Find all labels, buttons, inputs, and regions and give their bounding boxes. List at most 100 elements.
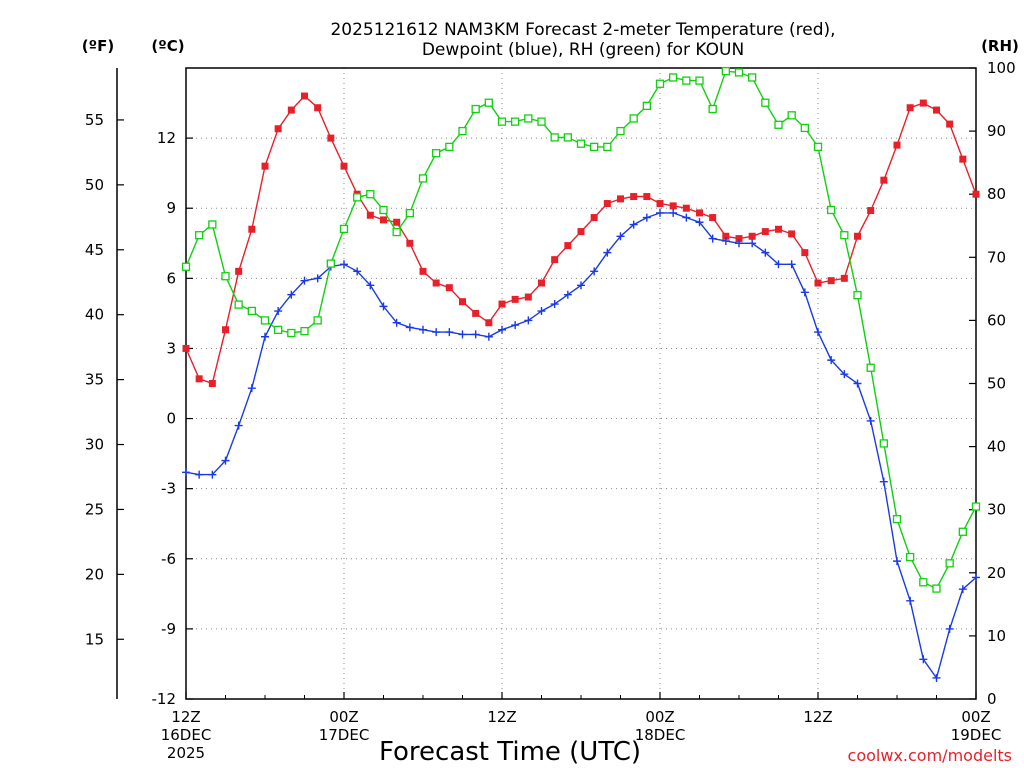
fahrenheit-tick-label: 50: [85, 176, 104, 194]
x-tick-label: 2025: [167, 744, 205, 762]
dewpoint-point: [511, 321, 520, 330]
rh-point: [300, 326, 309, 336]
fahrenheit-tick-label: 45: [85, 241, 104, 259]
dewpoint-point: [182, 468, 190, 477]
dewpoint-point: [603, 248, 612, 257]
temperature-point: [854, 232, 861, 240]
temperature-point: [222, 326, 229, 334]
dewpoint-point: [866, 416, 875, 425]
rh-point: [603, 142, 612, 152]
rh-tick-label: 60: [987, 311, 1006, 329]
rh-point: [195, 231, 204, 240]
rh-point: [642, 101, 651, 111]
temperature-point: [775, 225, 782, 233]
rh-point: [563, 133, 572, 142]
rh-point: [497, 117, 507, 126]
dewpoint-point: [379, 302, 388, 311]
temperature-point: [577, 228, 585, 236]
temperature-point: [972, 190, 980, 198]
credit-text: coolwx.com/modelts: [848, 746, 1012, 765]
temperature-point: [880, 176, 888, 184]
rh-point: [221, 272, 230, 281]
rh-tick-label: 40: [987, 438, 1006, 456]
temperature-point: [906, 104, 914, 112]
dewpoint-point: [906, 596, 915, 605]
temperature-point: [445, 284, 453, 292]
fahrenheit-tick-label: 35: [85, 371, 104, 389]
dewpoint-point: [247, 384, 256, 393]
dewpoint-point: [537, 307, 546, 316]
celsius-tick-label: -6: [161, 550, 176, 568]
celsius-tick-label: 12: [157, 129, 176, 147]
dewpoint-point: [958, 585, 967, 594]
dewpoint-point: [827, 356, 836, 365]
rh-tick-label: 70: [987, 248, 1006, 266]
dewpoint-point: [366, 281, 375, 290]
celsius-unit-label: (ºC): [151, 37, 184, 55]
temperature-point: [919, 99, 927, 107]
dewpoint-point: [787, 260, 796, 269]
temperature-point: [709, 214, 717, 222]
rh-point: [945, 559, 954, 568]
dewpoint-point: [300, 276, 309, 285]
rh-point: [181, 262, 191, 271]
temperature-point: [366, 211, 374, 219]
temperature-point: [182, 344, 190, 352]
x-tick-label: 00Z: [961, 708, 990, 726]
x-tick-label: 12Z: [487, 708, 516, 726]
dewpoint-point: [629, 220, 638, 229]
dewpoint-point: [287, 290, 296, 299]
temperature-point: [814, 279, 822, 287]
temperature-point: [432, 279, 440, 287]
dewpoint-point: [682, 213, 691, 222]
dewpoint-point: [932, 673, 941, 682]
dewpoint-point: [735, 239, 743, 248]
temperature-point: [643, 193, 651, 201]
x-tick-label: 19DEC: [951, 726, 1002, 744]
dewpoint-point: [484, 332, 493, 341]
dewpoint-point: [577, 281, 585, 290]
rh-point: [590, 142, 599, 152]
rh-point: [906, 552, 915, 562]
temperature-point: [498, 300, 506, 308]
temperature-point: [380, 216, 387, 224]
temperature-point: [959, 155, 967, 163]
rh-point: [576, 139, 586, 148]
rh-tick-label: 100: [987, 59, 1016, 77]
dewpoint-point: [208, 470, 217, 479]
dewpoint-point: [261, 332, 269, 341]
temperature-point: [617, 195, 624, 203]
temperature-point: [459, 298, 466, 306]
temperature-point: [564, 242, 572, 250]
temperature-point: [933, 106, 940, 114]
dewpoint-point: [234, 421, 243, 430]
temperature-point: [696, 209, 703, 217]
dewpoint-point: [893, 557, 901, 566]
rh-point: [247, 306, 256, 316]
celsius-tick-label: 0: [166, 410, 176, 428]
temperature-point: [656, 200, 664, 208]
temperature-point: [274, 125, 282, 133]
temperature-point: [301, 92, 308, 100]
dewpoint-point: [814, 328, 822, 337]
temperature-point: [722, 232, 730, 240]
dewpoint-point: [800, 288, 809, 297]
rh-point: [616, 126, 625, 136]
temperature-point: [406, 239, 414, 247]
temperature-point: [511, 295, 519, 303]
rh-tick-label: 20: [987, 564, 1006, 582]
dewpoint-point: [524, 316, 533, 325]
temperature-point: [603, 200, 611, 208]
celsius-tick-label: 6: [166, 269, 176, 287]
rh-point: [853, 291, 862, 300]
rh-point: [379, 205, 388, 215]
dewpoint-point: [195, 470, 204, 479]
rh-point: [511, 117, 520, 126]
rh-point: [827, 205, 836, 215]
celsius-tick-label: -12: [152, 690, 177, 708]
dewpoint-point: [590, 267, 599, 276]
fahrenheit-tick-label: 20: [85, 565, 104, 583]
fahrenheit-tick-label: 40: [85, 306, 104, 324]
dewpoint-point: [445, 328, 454, 337]
